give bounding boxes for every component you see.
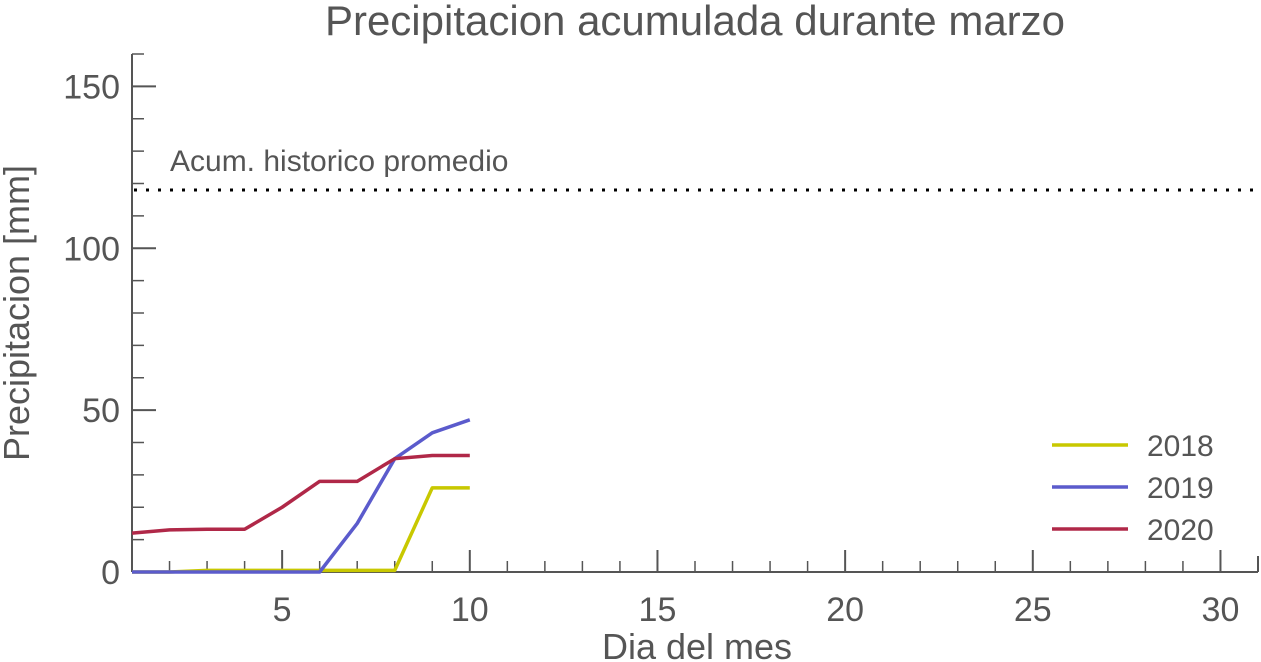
- series-line-2019: [132, 418, 471, 574]
- axes: 0 50 100 150 5 10 15 20 25 30: [63, 53, 1259, 629]
- series-lines: [131, 418, 471, 574]
- legend-label-2018: 2018: [1147, 430, 1214, 463]
- y-tick-label: 100: [63, 230, 120, 268]
- legend: 2018 2019 2020: [1052, 430, 1214, 547]
- x-tick-label: 30: [1202, 591, 1240, 629]
- y-tick-label: 150: [63, 68, 120, 106]
- legend-label-2020: 2020: [1147, 514, 1214, 547]
- x-tick-label: 5: [273, 591, 292, 629]
- legend-label-2019: 2019: [1147, 472, 1214, 505]
- x-tick-label: 20: [826, 591, 864, 629]
- y-tick-label: 0: [101, 554, 120, 592]
- series-line-2020: [131, 453, 470, 535]
- chart-title: Precipitacion acumulada durante marzo: [325, 0, 1065, 44]
- x-tick-label: 10: [451, 591, 489, 629]
- y-axis-title: Precipitacion [mm]: [0, 165, 37, 461]
- y-tick-label: 50: [82, 392, 120, 430]
- historical-average-label: Acum. historico promedio: [170, 145, 508, 178]
- x-axis-title: Dia del mes: [602, 626, 792, 662]
- x-tick-label: 15: [639, 591, 677, 629]
- x-tick-label: 25: [1014, 591, 1052, 629]
